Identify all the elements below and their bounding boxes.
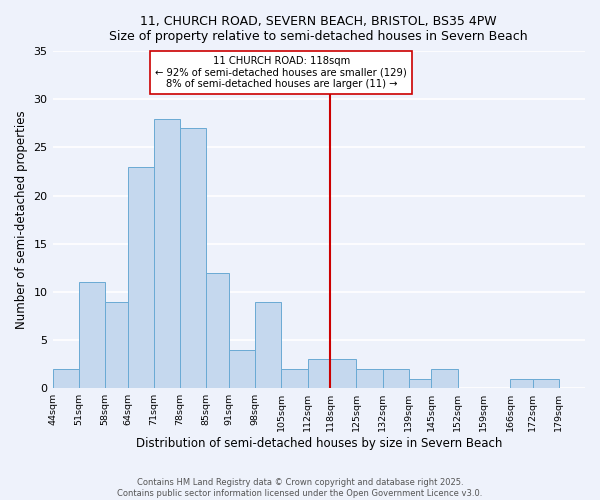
Bar [53,369,79,388]
Text: 11 CHURCH ROAD: 118sqm
← 92% of semi-detached houses are smaller (129)
8% of sem: 11 CHURCH ROAD: 118sqm ← 92% of semi-det… [155,56,407,89]
Bar [409,378,431,388]
Bar [154,118,180,388]
Bar [308,360,330,388]
Bar [330,360,356,388]
Y-axis label: Number of semi-detached properties: Number of semi-detached properties [15,110,28,329]
Text: Contains HM Land Registry data © Crown copyright and database right 2025.
Contai: Contains HM Land Registry data © Crown c… [118,478,482,498]
Title: 11, CHURCH ROAD, SEVERN BEACH, BRISTOL, BS35 4PW
Size of property relative to se: 11, CHURCH ROAD, SEVERN BEACH, BRISTOL, … [109,15,528,43]
Bar [356,369,383,388]
Bar [229,350,255,388]
X-axis label: Distribution of semi-detached houses by size in Severn Beach: Distribution of semi-detached houses by … [136,437,502,450]
Bar [533,378,559,388]
Bar [383,369,409,388]
Bar [431,369,458,388]
Bar [281,369,308,388]
Bar [128,166,154,388]
Bar [255,302,281,388]
Bar [206,272,229,388]
Bar [79,282,105,388]
Bar [180,128,206,388]
Bar [510,378,533,388]
Bar [105,302,128,388]
